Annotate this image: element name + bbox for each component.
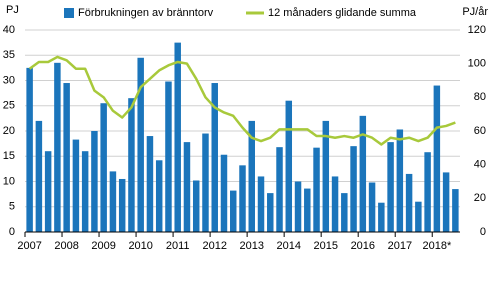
bar — [118, 178, 126, 232]
bar — [396, 129, 404, 232]
bar — [202, 133, 209, 232]
bar — [368, 182, 376, 232]
bar — [359, 115, 367, 232]
bar — [452, 189, 459, 232]
x-tick-label: 2014 — [277, 240, 301, 252]
bar — [211, 83, 218, 233]
bar — [387, 142, 394, 232]
bar — [44, 151, 52, 232]
bar — [165, 81, 172, 232]
y2-tick-label: 0 — [480, 226, 486, 238]
bar — [63, 83, 70, 233]
bar — [183, 142, 191, 232]
y2-tick-label: 80 — [474, 91, 486, 103]
y2-axis-label: PJ/år — [462, 6, 488, 18]
bar — [442, 172, 450, 232]
bar — [257, 176, 265, 232]
bar — [35, 120, 43, 232]
bar — [26, 67, 33, 232]
bar — [331, 176, 339, 232]
bar — [146, 136, 154, 232]
bar — [100, 103, 107, 232]
x-tick-label: 2011 — [166, 240, 190, 252]
y-tick-label: 10 — [3, 175, 15, 187]
bar — [276, 147, 283, 232]
bar — [109, 171, 117, 232]
bar — [155, 160, 163, 232]
y2-tick-label: 60 — [474, 125, 486, 137]
x-tick-label: 2010 — [128, 240, 152, 252]
bar — [230, 190, 237, 232]
y-axis-label: PJ — [6, 4, 19, 16]
bar — [220, 154, 228, 232]
bar — [341, 193, 348, 232]
x-tick-label: 2012 — [202, 240, 226, 252]
bar — [239, 165, 246, 232]
bar — [304, 188, 311, 232]
line — [28, 55, 456, 146]
y-tick-label: 15 — [3, 150, 15, 162]
y-tick-label: 30 — [3, 74, 15, 86]
y2-tick-label: 20 — [474, 192, 486, 204]
bar — [415, 201, 422, 232]
bar — [322, 120, 330, 232]
y2-tick-label: 100 — [468, 58, 486, 70]
y2-tick-label: 40 — [474, 159, 486, 171]
bar — [350, 146, 357, 232]
y-tick-label: 0 — [9, 226, 15, 238]
y-tick-label: 25 — [3, 100, 15, 112]
y2-tick-label: 120 — [468, 24, 486, 36]
bar — [54, 62, 61, 233]
bar — [248, 120, 255, 232]
x-tick-label: 2015 — [314, 240, 338, 252]
bar — [267, 193, 274, 232]
bar — [285, 100, 293, 232]
legend-swatch — [64, 8, 74, 18]
legend-label: Förbrukningen av bränntorv — [78, 7, 214, 19]
x-tick-label: 2009 — [91, 240, 115, 252]
bar — [378, 202, 385, 232]
x-tick-label: 2016 — [351, 240, 375, 252]
bar — [192, 180, 200, 232]
legend-label: 12 månaders glidande summa — [268, 7, 417, 19]
x-tick-label: 2018* — [422, 240, 451, 252]
y-tick-label: 20 — [3, 125, 15, 137]
bar — [313, 147, 320, 232]
bar — [72, 139, 80, 232]
bar — [433, 85, 441, 232]
bar — [128, 98, 135, 232]
bar — [91, 131, 98, 232]
y-tick-label: 35 — [3, 49, 15, 61]
bar — [174, 42, 181, 232]
bar — [137, 57, 144, 233]
x-tick-label: 2017 — [388, 240, 412, 252]
x-tick-label: 2013 — [240, 240, 264, 252]
bar — [405, 173, 413, 232]
bar — [294, 181, 302, 232]
bar — [424, 152, 431, 232]
bar — [81, 151, 89, 232]
x-tick-label: 2007 — [17, 240, 41, 252]
y-tick-label: 5 — [9, 201, 15, 213]
x-tick-label: 2008 — [54, 240, 78, 252]
y-tick-label: 40 — [3, 24, 15, 36]
